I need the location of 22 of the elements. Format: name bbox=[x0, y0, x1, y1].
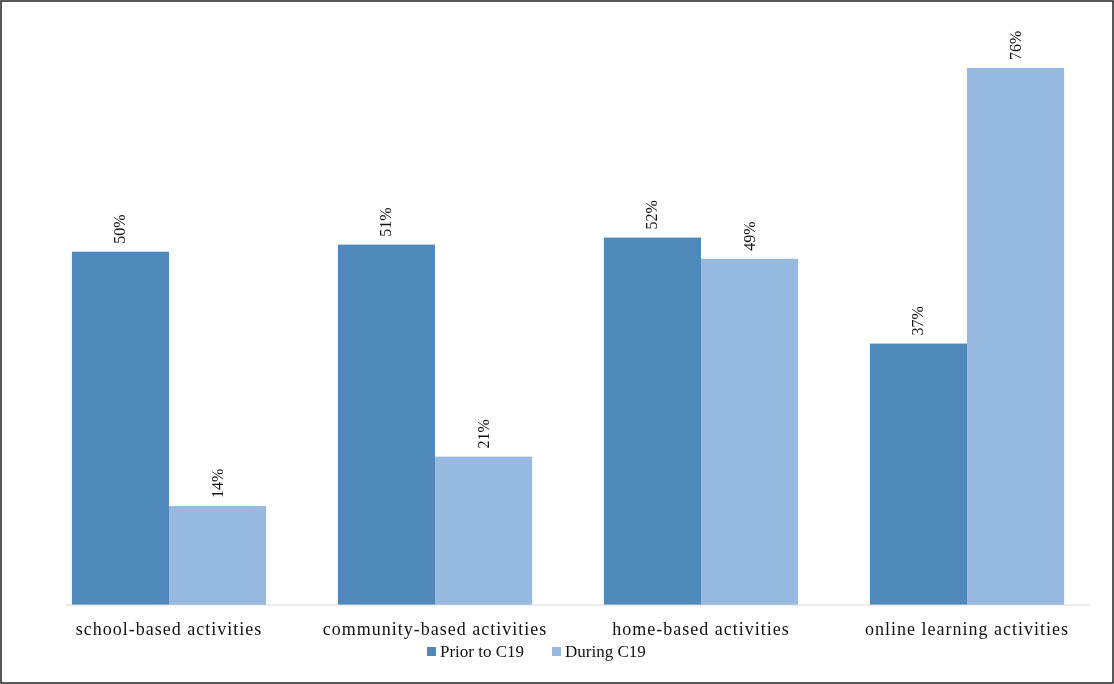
bar bbox=[603, 237, 701, 605]
bar bbox=[701, 258, 799, 605]
bar bbox=[435, 456, 533, 605]
data-label: 51% bbox=[377, 207, 395, 237]
bar bbox=[169, 506, 267, 605]
data-label: 21% bbox=[474, 419, 492, 449]
legend-label: During C19 bbox=[565, 642, 646, 661]
bar bbox=[967, 68, 1065, 605]
data-label: 37% bbox=[909, 306, 927, 336]
bar bbox=[71, 251, 169, 605]
bar bbox=[337, 244, 435, 605]
legend-label: Prior to C19 bbox=[440, 642, 525, 661]
data-label: 14% bbox=[208, 468, 226, 499]
data-label: 50% bbox=[111, 214, 129, 244]
x-tick-label: online learning activities bbox=[865, 619, 1069, 639]
data-label: 49% bbox=[740, 221, 758, 251]
x-tick-label: home-based activities bbox=[612, 619, 790, 639]
x-tick-label: community-based activities bbox=[322, 619, 548, 639]
data-label: 76% bbox=[1006, 30, 1024, 60]
data-label: 52% bbox=[643, 200, 661, 230]
x-tick-label: school-based activities bbox=[75, 619, 263, 639]
bar bbox=[869, 343, 967, 605]
